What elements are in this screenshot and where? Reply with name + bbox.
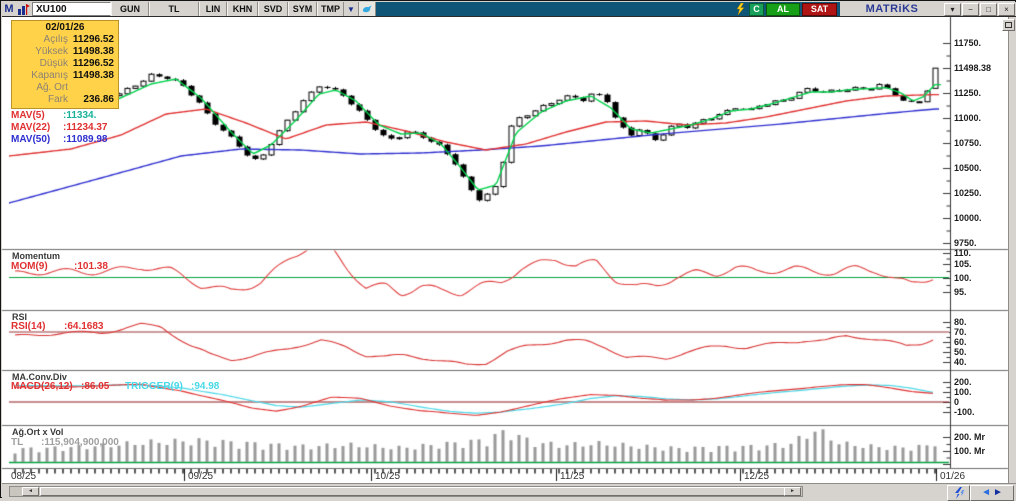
info-row-label: Kapanış	[31, 70, 68, 81]
toolbar: M XU100 GUN TL LIN KHN SVD SYM TMP ▼ C AL	[2, 2, 1016, 17]
mav-row: MAV(5) :11334.	[11, 110, 108, 122]
minimize-button[interactable]: −	[962, 3, 979, 16]
refresh-button[interactable]	[947, 485, 970, 501]
matriks-m-logo[interactable]: M	[4, 3, 14, 15]
window-dropdown-button[interactable]: ▾	[944, 3, 961, 16]
toolbar-button-tmp[interactable]: TMP	[317, 2, 344, 16]
restore-button[interactable]: □	[980, 3, 997, 16]
c-button[interactable]: C	[749, 2, 764, 16]
info-row: Yüksek 11498.38	[12, 46, 118, 58]
mav-row: MAV(50) :11089.98	[11, 134, 108, 146]
symbol-input[interactable]: XU100	[32, 2, 111, 16]
info-row-label: Yüksek	[35, 46, 68, 57]
price-info-box: 02/01/26 Açılış 11296.52 Yüksek 11498.38 Düş…	[11, 20, 119, 109]
matriks-brand-logo: MATRiKS	[865, 3, 919, 15]
buy-button[interactable]: AL	[766, 2, 800, 16]
mav-legend: MAV(5) :11334. MAV(22) :11234.37 MAV(50) :110…	[11, 110, 108, 146]
info-row-value: 11296.52	[72, 58, 114, 69]
scrollbar-thumb[interactable]	[40, 487, 786, 496]
chevron-down-icon[interactable]: ▼	[344, 2, 359, 16]
toolbar-button-svd[interactable]: SVD	[258, 2, 288, 16]
chart-symbol-icon[interactable]	[16, 2, 32, 16]
toolbar-button-sym[interactable]: SYM	[288, 2, 317, 16]
info-row-value: 11498.38	[72, 46, 114, 57]
info-row: Açılış 11296.52	[12, 34, 118, 46]
nav-right-icon: ►	[993, 487, 1003, 498]
scroll-right-button[interactable]: ►	[784, 487, 801, 496]
toolbar-button-lin[interactable]: LIN	[199, 2, 227, 16]
toolbar-button-group: GUN TL LIN KHN SVD SYM TMP	[111, 2, 344, 16]
mav-label: MAV(22)	[11, 122, 51, 133]
mav-value: :11234.37	[63, 122, 108, 133]
bottom-bar: ◄ ► ◄ ►	[2, 483, 1016, 501]
toolbar-button-tl[interactable]: TL	[149, 2, 199, 16]
mav-label: MAV(5)	[11, 110, 45, 121]
info-rows: Açılış 11296.52 Yüksek 11498.38 Düşük 11296.5…	[12, 34, 118, 106]
page-nav-button[interactable]: ◄ ►	[970, 485, 1014, 501]
info-row: Düşük 11296.52	[12, 58, 118, 70]
nav-left-icon: ◄	[981, 487, 991, 498]
mav-value: :11089.98	[63, 134, 108, 145]
scroll-left-button[interactable]: ◄	[22, 487, 39, 496]
info-date: 02/01/26	[45, 22, 85, 33]
info-row-label: Düşük	[39, 58, 68, 69]
info-row-value	[68, 82, 118, 94]
toolbar-button-khn[interactable]: KHN	[227, 2, 258, 16]
info-row-value: 236.86	[83, 94, 114, 105]
twitter-button[interactable]	[359, 2, 376, 16]
info-row-value: 11296.52	[72, 34, 114, 45]
mav-row: MAV(22) :11234.37	[11, 122, 108, 134]
info-row-label: Fark	[48, 94, 68, 105]
mav-value: :11334.	[63, 110, 97, 121]
horizontal-scrollbar[interactable]: ◄ ►	[9, 486, 803, 497]
info-row: Ağ. Ort	[12, 82, 118, 94]
right-scroll-strip[interactable]	[1008, 16, 1016, 483]
close-button[interactable]: ×	[998, 3, 1015, 16]
panel-restore-button[interactable]	[1002, 19, 1015, 31]
info-row-label: Açılış	[43, 34, 68, 45]
refresh-icon	[954, 487, 964, 499]
toolbar-teal-strip: C AL SAT	[376, 2, 840, 16]
twitter-bird-icon	[362, 5, 372, 13]
mav-label: MAV(50)	[11, 134, 51, 145]
lightning-icon[interactable]	[734, 3, 747, 15]
info-row: Fark 236.86	[12, 94, 118, 106]
info-row: Kapanış 11498.38	[12, 70, 118, 82]
info-row-label: Ağ. Ort	[36, 82, 68, 93]
info-row-value: 11498.38	[72, 70, 114, 81]
toolbar-button-gun[interactable]: GUN	[111, 2, 149, 16]
sell-button[interactable]: SAT	[802, 2, 837, 16]
flag-chart-icon	[18, 3, 30, 15]
